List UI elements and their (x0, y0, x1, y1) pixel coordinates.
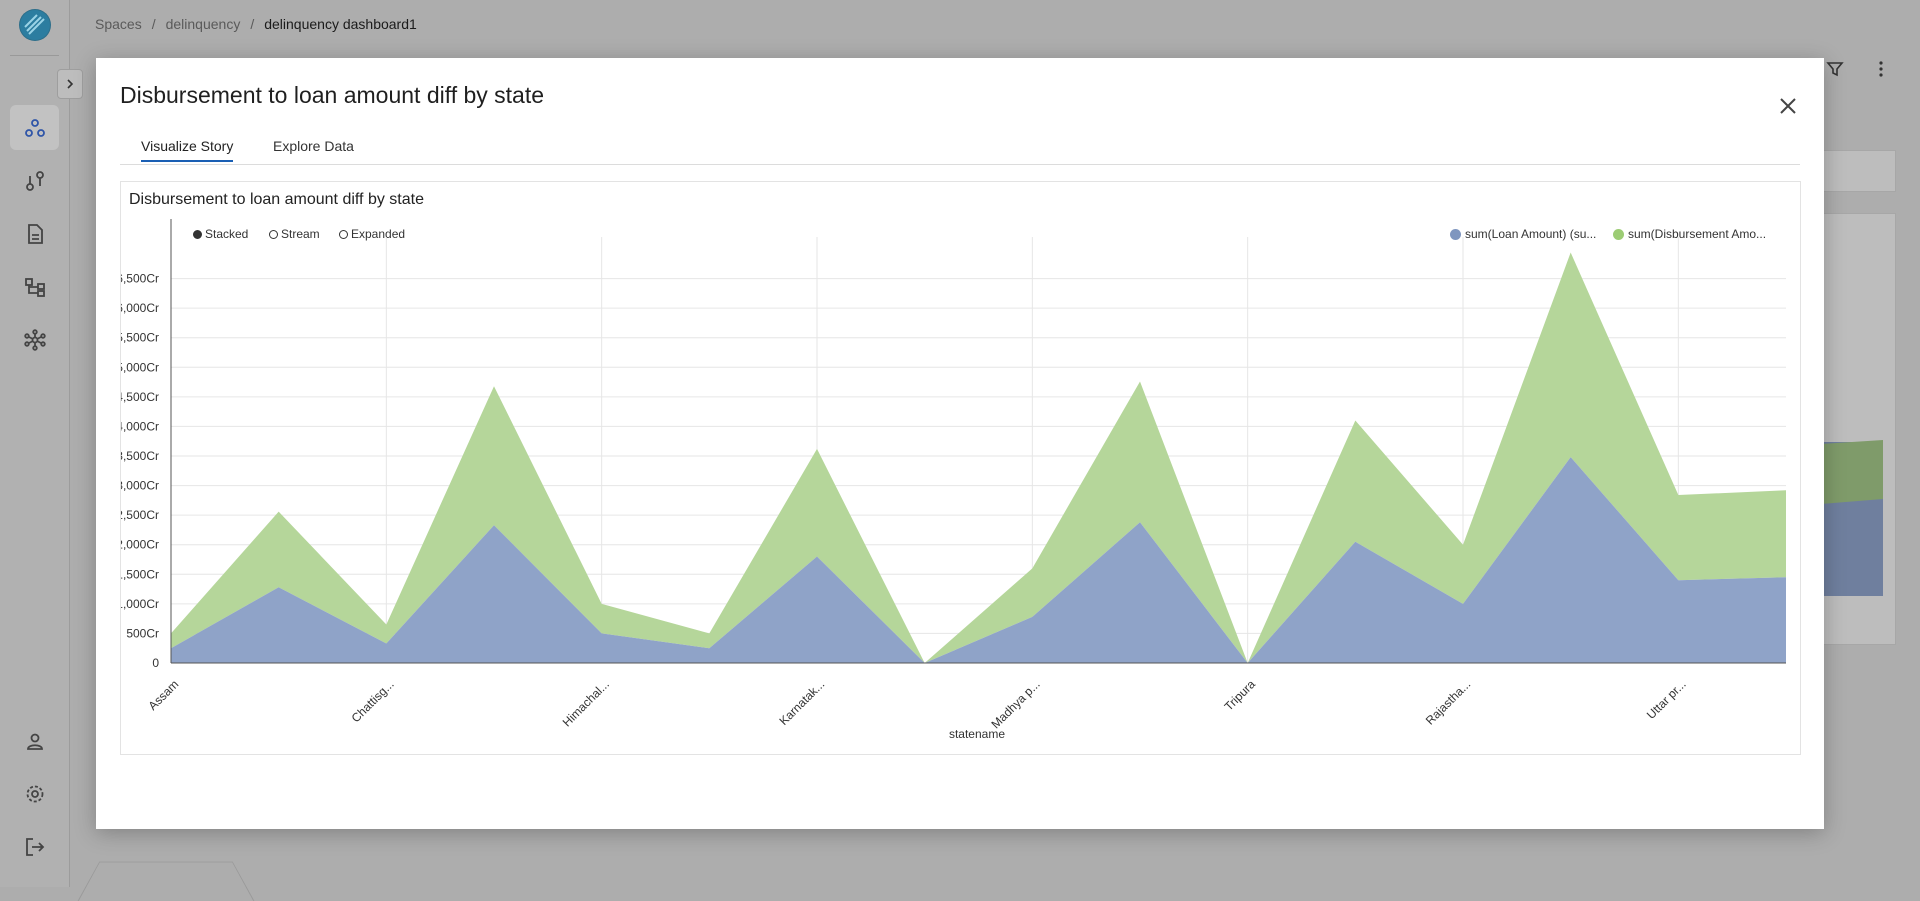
chart-title: Disbursement to loan amount diff by stat… (129, 191, 424, 208)
breadcrumb-separator: / (151, 16, 156, 32)
background-sheet-tab (77, 861, 255, 901)
legend-disbursement-amount[interactable]: sum(Disbursement Amo... (1613, 227, 1766, 241)
series-area-loan-amount (171, 457, 1786, 663)
x-tick-label: Rajastha... (1423, 677, 1473, 727)
logo-icon[interactable] (19, 9, 51, 41)
area-chart: 0 500Cr 1,000Cr 1,500Cr 2,000Cr 2,500Cr 3,000C… (121, 219, 1786, 741)
breadcrumb-separator: / (250, 16, 255, 32)
hierarchy-icon[interactable] (10, 264, 59, 309)
chart-panel: Disbursement to loan amount diff by stat… (120, 181, 1801, 755)
tab-explore-data[interactable]: Explore Data (273, 138, 354, 154)
y-tick-label: 0 (152, 656, 159, 670)
y-tick-label: 1,500Cr (121, 567, 159, 581)
mode-stacked[interactable]: Stacked (193, 227, 248, 241)
modal-title: Disbursement to loan amount diff by stat… (120, 82, 545, 108)
chart-modal: Disbursement to loan amount diff by stat… (96, 58, 1824, 829)
more-vert-icon[interactable] (1872, 60, 1890, 78)
mode-label: Stacked (205, 227, 249, 241)
legend-loan-amount[interactable]: sum(Loan Amount) (su... (1450, 227, 1596, 241)
y-tick-label: 2,500Cr (121, 508, 159, 522)
user-icon[interactable] (10, 718, 59, 763)
network-icon[interactable] (10, 317, 59, 362)
series-area-disbursement-amount (171, 252, 1786, 663)
y-tick-label: 500Cr (126, 626, 159, 640)
filter-icon[interactable] (1826, 60, 1844, 78)
spaces-icon[interactable] (10, 105, 59, 150)
x-tick-label: Chattisg... (349, 677, 397, 725)
y-tick-label: 6,000Cr (121, 301, 159, 315)
x-tick-label: Uttar pr... (1644, 677, 1689, 722)
tab-visualize-story[interactable]: Visualize Story (141, 138, 234, 162)
legend-swatch (1450, 228, 1461, 240)
y-tick-label: 5,500Cr (121, 331, 159, 345)
rail-divider (10, 55, 59, 56)
background-toolbar (1826, 60, 1890, 78)
chevron-right-icon (67, 79, 74, 89)
sidebar-expand-button[interactable] (57, 69, 83, 99)
mode-stream[interactable]: Stream (269, 227, 320, 241)
modal-tabs: Visualize Story Explore Data (120, 138, 1800, 165)
logout-icon[interactable] (10, 824, 59, 869)
mode-expanded[interactable]: Expanded (339, 227, 405, 241)
y-tick-label: 2,000Cr (121, 538, 159, 552)
breadcrumb-current: delinquency dashboard1 (264, 16, 417, 32)
x-tick-label: Himachal... (560, 677, 612, 729)
mode-label: Expanded (351, 227, 406, 241)
x-tick-label: Assam (146, 677, 182, 713)
y-tick-label: 3,000Cr (121, 479, 159, 493)
y-tick-label: 3,500Cr (121, 449, 159, 463)
y-tick-label: 5,000Cr (121, 360, 159, 374)
background-chart-card (1820, 213, 1896, 645)
pipelines-icon[interactable] (10, 158, 59, 203)
legend-swatch (1613, 228, 1624, 240)
close-icon[interactable] (1776, 94, 1800, 118)
x-tick-label: Tripura (1222, 677, 1259, 714)
settings-icon[interactable] (10, 771, 59, 816)
legend-label: sum(Loan Amount) (su... (1465, 227, 1597, 241)
y-tick-label: 4,000Cr (121, 419, 159, 433)
radio-icon (193, 229, 202, 239)
x-tick-label: Madhya p... (988, 677, 1042, 731)
x-tick-label: Karnatak... (776, 677, 827, 728)
legend-label: sum(Disbursement Amo... (1628, 227, 1767, 241)
breadcrumb-spaces[interactable]: Spaces (95, 16, 142, 32)
left-rail (0, 0, 70, 887)
documents-icon[interactable] (10, 211, 59, 256)
breadcrumb: Spaces / delinquency / delinquency dashb… (95, 16, 417, 32)
radio-icon (269, 229, 278, 239)
radio-icon (339, 229, 348, 239)
y-tick-label: 4,500Cr (121, 390, 159, 404)
x-axis-title: statename (949, 727, 1005, 741)
y-tick-label: 1,000Cr (121, 597, 159, 611)
y-tick-label: 6,500Cr (121, 272, 159, 286)
background-card (1820, 150, 1896, 192)
breadcrumb-delinquency[interactable]: delinquency (165, 16, 241, 32)
mode-label: Stream (281, 227, 320, 241)
